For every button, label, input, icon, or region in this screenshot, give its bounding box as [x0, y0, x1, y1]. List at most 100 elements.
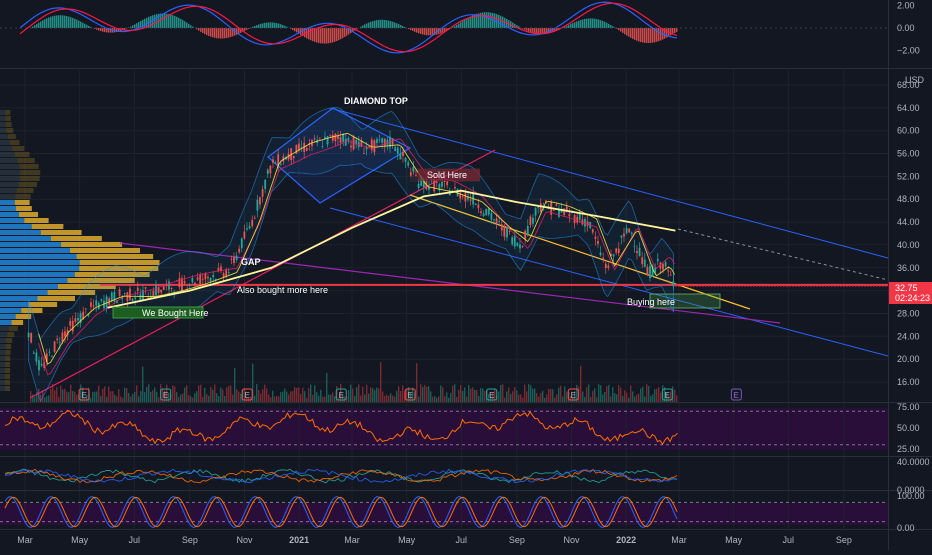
volume-bar	[432, 397, 433, 402]
indicator-band-rsi	[0, 408, 888, 450]
volume-bar	[278, 396, 279, 402]
macd-histogram-bar	[40, 21, 42, 28]
volume-bar	[398, 386, 399, 402]
volume-bar	[310, 384, 311, 402]
time-tick-label: Jul	[783, 535, 795, 545]
volume-bar	[272, 391, 273, 402]
volume-bar	[462, 391, 463, 402]
earnings-marker[interactable]: E	[79, 389, 89, 400]
vp-row-down	[61, 242, 122, 247]
candle-body	[61, 333, 63, 342]
macd-histogram-bar	[202, 28, 204, 33]
macd-histogram-bar	[176, 17, 178, 28]
macd-histogram-bar	[322, 28, 324, 44]
macd-histogram-bar	[486, 12, 488, 28]
volume-bar	[614, 393, 615, 402]
candle-body	[449, 193, 451, 195]
volume-bar	[76, 395, 77, 402]
volume-bar	[520, 394, 521, 402]
macd-histogram-bar	[66, 16, 68, 28]
volume-bar	[538, 397, 539, 402]
volume-bar	[392, 396, 393, 402]
volume-bar	[530, 385, 531, 402]
label-also-bought: Also bought more here	[237, 285, 328, 295]
volume-bar	[626, 393, 627, 402]
candle-body	[38, 360, 40, 370]
macd-histogram-bar	[84, 24, 86, 28]
macd-histogram-bar	[220, 28, 222, 39]
macd-histogram-bar	[422, 28, 424, 34]
macd-histogram-bar	[210, 28, 212, 37]
volume-bar	[330, 395, 331, 402]
vp-row-down	[77, 254, 154, 259]
volume-bar	[270, 397, 271, 402]
volume-bar	[300, 394, 301, 402]
volume-bar	[554, 398, 555, 402]
volume-bar	[650, 396, 651, 402]
macd-histogram-bar	[382, 20, 384, 28]
macd-histogram-bar	[464, 20, 466, 28]
channel-midline	[678, 229, 888, 280]
price-tick-label: 28.00	[897, 308, 920, 318]
volume-bar	[586, 387, 587, 402]
label-gap: GAP	[241, 257, 261, 267]
macd-histogram-bar	[630, 28, 632, 38]
candle-body	[516, 243, 518, 246]
candle-body	[490, 213, 492, 220]
candle-body	[532, 218, 534, 224]
macd-histogram-bar	[216, 28, 218, 38]
volume-bar	[104, 386, 105, 402]
candle-body	[511, 237, 513, 244]
volume-bar	[256, 384, 257, 402]
candle-body	[272, 159, 274, 162]
candle-body	[641, 257, 643, 264]
volume-bar	[384, 396, 385, 402]
macd-histogram-bar	[72, 18, 74, 28]
time-tick-label: Jul	[129, 535, 141, 545]
macd-histogram-bar	[414, 28, 416, 32]
vp-row-up	[0, 158, 17, 163]
volume-bar	[632, 391, 633, 402]
macd-histogram-bar	[64, 16, 66, 28]
rsi-tick-label: 50.00	[897, 423, 920, 433]
volume-bar	[60, 386, 61, 402]
earnings-marker-label: E	[163, 391, 168, 400]
candle-body	[189, 285, 191, 286]
volume-bar	[318, 396, 319, 402]
macd-histogram-bar	[594, 19, 596, 28]
vp-row-up	[0, 368, 5, 373]
label-we-bought: We Bought Here	[142, 308, 208, 318]
vp-row-down	[6, 122, 12, 127]
vp-row-down	[10, 140, 20, 145]
candle-body	[33, 353, 35, 354]
volume-bar	[312, 395, 313, 402]
macd-histogram-bar	[204, 28, 206, 34]
macd-histogram-bar	[612, 26, 614, 28]
vp-row-up	[0, 170, 20, 175]
volume-bar	[120, 396, 121, 402]
candle-body	[230, 259, 232, 260]
candle-body	[95, 300, 97, 305]
volume-bar	[280, 392, 281, 402]
vp-row-up	[0, 206, 16, 211]
volume-bar	[118, 389, 119, 402]
price-tick-label: 52.00	[897, 171, 920, 181]
time-tick-label: 2022	[616, 535, 636, 545]
volume-bar	[298, 387, 299, 402]
vp-row-down	[20, 176, 40, 181]
macd-histogram-bar	[38, 23, 40, 28]
volume-bar	[102, 389, 103, 402]
volume-bar	[362, 387, 363, 402]
candle-body	[592, 229, 594, 232]
earnings-marker[interactable]: E	[731, 389, 741, 400]
volume-bar	[430, 391, 431, 402]
earnings-marker[interactable]: E	[405, 389, 415, 400]
vp-row-up	[0, 152, 15, 157]
volume-bar	[134, 392, 135, 402]
volume-bar	[290, 392, 291, 402]
time-tick-label: May	[725, 535, 743, 545]
candle-body	[657, 259, 659, 261]
macd-histogram-bar	[624, 28, 626, 34]
